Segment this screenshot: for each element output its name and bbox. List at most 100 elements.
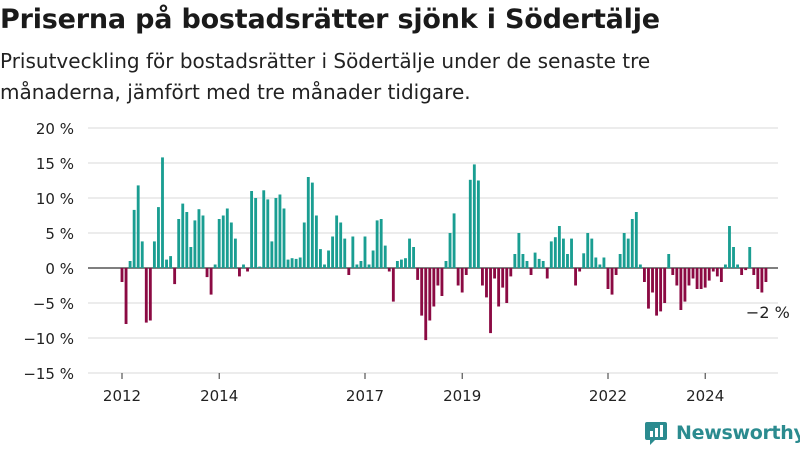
bar (651, 268, 654, 293)
bar (136, 185, 140, 268)
bar (553, 237, 557, 268)
bar (671, 268, 675, 275)
bar (557, 226, 561, 268)
bar (266, 199, 270, 268)
bar (444, 261, 448, 268)
bar (614, 268, 618, 275)
bar (124, 268, 128, 324)
bar (185, 212, 189, 268)
bar (663, 268, 667, 303)
bar (132, 209, 136, 268)
bar (221, 215, 225, 268)
bar (679, 268, 683, 310)
bar (242, 264, 245, 268)
bar (432, 268, 436, 307)
bar (744, 268, 748, 271)
bar (319, 249, 322, 268)
x-tick-label: 2017 (346, 387, 384, 405)
y-tick-label: −10 % (23, 330, 74, 348)
bar (294, 258, 298, 268)
bar (359, 261, 363, 268)
bar (331, 236, 335, 268)
bar (371, 250, 375, 268)
bar (379, 219, 383, 268)
bar (169, 256, 173, 268)
brand-name: Newsworthy (676, 422, 800, 444)
bar (246, 268, 249, 272)
bar (274, 198, 278, 268)
bar (764, 268, 768, 282)
bar (497, 268, 501, 307)
bar (610, 268, 614, 295)
bar (513, 254, 517, 268)
bar (464, 268, 468, 275)
bar (683, 268, 687, 302)
bar (161, 157, 164, 268)
bar (209, 268, 213, 295)
bar (748, 247, 752, 268)
bar (525, 261, 529, 268)
bar (181, 203, 185, 268)
bar (634, 212, 638, 268)
bar (375, 220, 379, 268)
bar (351, 236, 355, 268)
bar (408, 238, 411, 268)
bar (586, 233, 590, 268)
bar (193, 220, 197, 268)
bar (740, 268, 744, 275)
bar (505, 268, 509, 303)
bar (675, 268, 679, 286)
bar (691, 268, 695, 279)
y-tick-label: 10 % (36, 190, 74, 208)
bar (643, 268, 646, 282)
bar (448, 233, 452, 268)
bar (760, 268, 764, 293)
bar (404, 258, 407, 268)
bar (347, 268, 351, 275)
bar (566, 254, 569, 268)
bar (667, 254, 671, 268)
bar (537, 258, 541, 268)
bar (736, 264, 739, 268)
bar (254, 198, 258, 268)
bar (335, 215, 339, 268)
bar (570, 238, 573, 268)
bar (197, 209, 201, 268)
bar (387, 268, 391, 272)
bar (217, 219, 221, 268)
bar (647, 268, 650, 309)
x-tick-label: 2019 (443, 387, 481, 405)
bar (177, 219, 181, 268)
bar (173, 268, 177, 285)
bar (732, 247, 735, 268)
chart-title: Priserna på bostadsrätter sjönk i Södert… (0, 4, 660, 35)
bar (582, 253, 586, 268)
bar (489, 268, 492, 334)
bar (314, 215, 318, 268)
bar (606, 268, 610, 289)
newsworthy-logo-icon (645, 422, 667, 445)
bar (152, 241, 156, 268)
bar (655, 268, 658, 316)
bar (140, 241, 144, 268)
bar (545, 268, 549, 279)
bar (485, 268, 488, 298)
bar (452, 213, 456, 268)
bar (472, 164, 476, 268)
bar (598, 264, 602, 268)
bar (659, 268, 663, 312)
bar (578, 268, 582, 272)
y-tick-label: −5 % (33, 295, 74, 313)
bar (205, 268, 209, 278)
bar (428, 268, 432, 321)
x-tick-label: 2022 (589, 387, 627, 405)
bar (148, 268, 152, 321)
bar (282, 208, 286, 268)
newsworthy-logo: Newsworthy (644, 420, 800, 446)
x-tick-label: 2014 (200, 387, 238, 405)
chart-subtitle: Prisutveckling för bostadsrätter i Söder… (0, 49, 651, 104)
bar (456, 268, 460, 286)
bar (165, 259, 168, 268)
y-tick-label: 5 % (45, 225, 74, 243)
bar (626, 238, 630, 268)
